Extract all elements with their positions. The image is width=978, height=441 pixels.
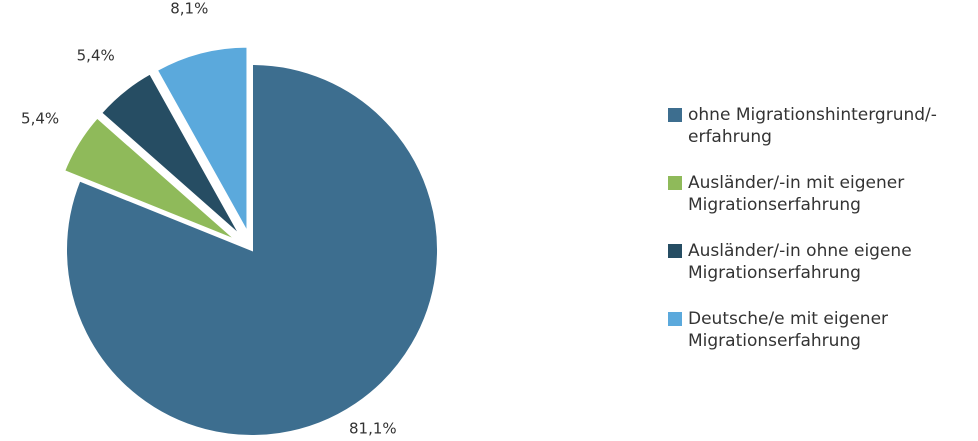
pie-slice bbox=[65, 62, 439, 437]
data-label: 5,4% bbox=[77, 47, 115, 65]
legend-item: Ausländer/-in mit eigener Migrationserfa… bbox=[668, 172, 958, 216]
legend-label: ohne Migrationshintergrund/-erfahrung bbox=[688, 105, 937, 147]
data-label: 8,1% bbox=[170, 0, 208, 18]
legend-item: Ausländer/-in ohne eigene Migrationserfa… bbox=[668, 240, 958, 284]
legend-label: Ausländer/-in ohne eigene Migrationserfa… bbox=[688, 241, 912, 283]
legend-label: Deutsche/e mit eigener Migrationserfahru… bbox=[688, 309, 889, 351]
data-label: 5,4% bbox=[21, 110, 59, 128]
pie-slice bbox=[155, 45, 249, 237]
legend-swatch bbox=[668, 244, 682, 258]
legend: ohne Migrationshintergrund/-erfahrung Aus… bbox=[668, 104, 958, 376]
pie-slice bbox=[62, 116, 238, 242]
legend-swatch bbox=[668, 312, 682, 326]
legend-swatch bbox=[668, 176, 682, 190]
legend-item: Deutsche/e mit eigener Migrationserfahru… bbox=[668, 308, 958, 352]
pie-slice bbox=[99, 72, 242, 237]
data-label: 81,1% bbox=[349, 420, 397, 438]
legend-swatch bbox=[668, 108, 682, 122]
legend-item: ohne Migrationshintergrund/-erfahrung bbox=[668, 104, 958, 148]
pie-area: 81,1% 5,4% 5,4% 8,1% bbox=[21, 0, 439, 438]
legend-label: Ausländer/-in mit eigener Migrationserfa… bbox=[688, 173, 905, 215]
